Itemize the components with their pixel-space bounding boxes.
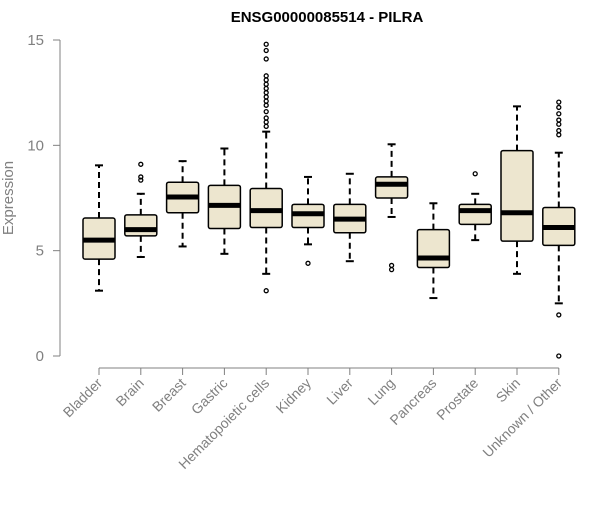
outlier-point xyxy=(263,56,269,62)
outlier-point xyxy=(263,123,269,130)
box-group xyxy=(249,41,283,294)
box-group xyxy=(416,202,451,300)
outlier-point xyxy=(263,115,269,121)
outlier-point xyxy=(388,266,395,273)
outlier-point xyxy=(263,73,269,79)
x-tick-label: Lung xyxy=(364,375,397,408)
outlier-point xyxy=(138,174,144,180)
y-tick-label: 15 xyxy=(27,32,44,49)
outlier-point xyxy=(556,127,562,134)
outlier-point xyxy=(556,312,562,318)
outlier-point xyxy=(556,132,562,138)
x-tick-label: Breast xyxy=(149,375,189,415)
outlier-point xyxy=(556,111,562,117)
y-tick-label: 5 xyxy=(36,243,44,260)
y-axis: 0 5 10 15 xyxy=(27,32,61,365)
y-tick-label: 0 xyxy=(36,348,44,365)
outlier-point xyxy=(263,98,269,104)
box-group xyxy=(207,147,242,255)
box-group xyxy=(374,143,409,273)
outlier-point xyxy=(263,41,269,47)
outlier-point xyxy=(556,121,562,127)
outlier-point xyxy=(263,47,269,54)
outlier-point xyxy=(263,85,269,92)
y-axis-label: Expression xyxy=(0,161,17,235)
outlier-point xyxy=(305,260,311,266)
outlier-point xyxy=(472,171,478,177)
box xyxy=(249,187,283,229)
box-series xyxy=(82,41,576,359)
box-group xyxy=(82,164,116,292)
box-group xyxy=(291,175,325,266)
outlier-point xyxy=(263,81,269,87)
y-tick-label: 10 xyxy=(27,137,44,154)
x-tick-label: Brain xyxy=(112,375,146,409)
box-group xyxy=(458,171,492,242)
outlier-point xyxy=(263,108,269,115)
outlier-point xyxy=(263,102,269,108)
outlier-point xyxy=(263,288,269,294)
box-group xyxy=(165,160,200,248)
outlier-point xyxy=(263,77,269,83)
box xyxy=(416,228,451,269)
box-group xyxy=(542,99,576,359)
outlier-point xyxy=(556,353,562,359)
box xyxy=(500,149,534,242)
x-tick-label: Liver xyxy=(323,375,356,408)
x-tick-label: Prostate xyxy=(433,375,481,423)
box-group xyxy=(333,172,367,263)
outlier-point xyxy=(263,94,269,100)
box xyxy=(124,214,158,237)
outlier-point xyxy=(556,117,562,123)
outlier-point xyxy=(388,262,395,269)
outlier-point xyxy=(263,119,269,125)
outlier-point xyxy=(263,90,269,96)
box xyxy=(374,176,409,199)
x-tick-label: Unknown / Other xyxy=(479,375,565,461)
x-tick-label: Skin xyxy=(493,375,524,406)
box-group xyxy=(500,105,534,275)
x-tick-label: Bladder xyxy=(60,375,106,421)
outlier-point xyxy=(138,161,144,167)
outlier-point xyxy=(138,177,144,183)
outlier-point xyxy=(556,99,562,105)
chart-title: ENSG00000085514 - PILRA xyxy=(231,9,424,26)
box xyxy=(458,203,492,226)
x-tick-label: Kidney xyxy=(273,375,315,417)
box-group xyxy=(124,161,158,258)
outlier-point xyxy=(556,104,562,111)
